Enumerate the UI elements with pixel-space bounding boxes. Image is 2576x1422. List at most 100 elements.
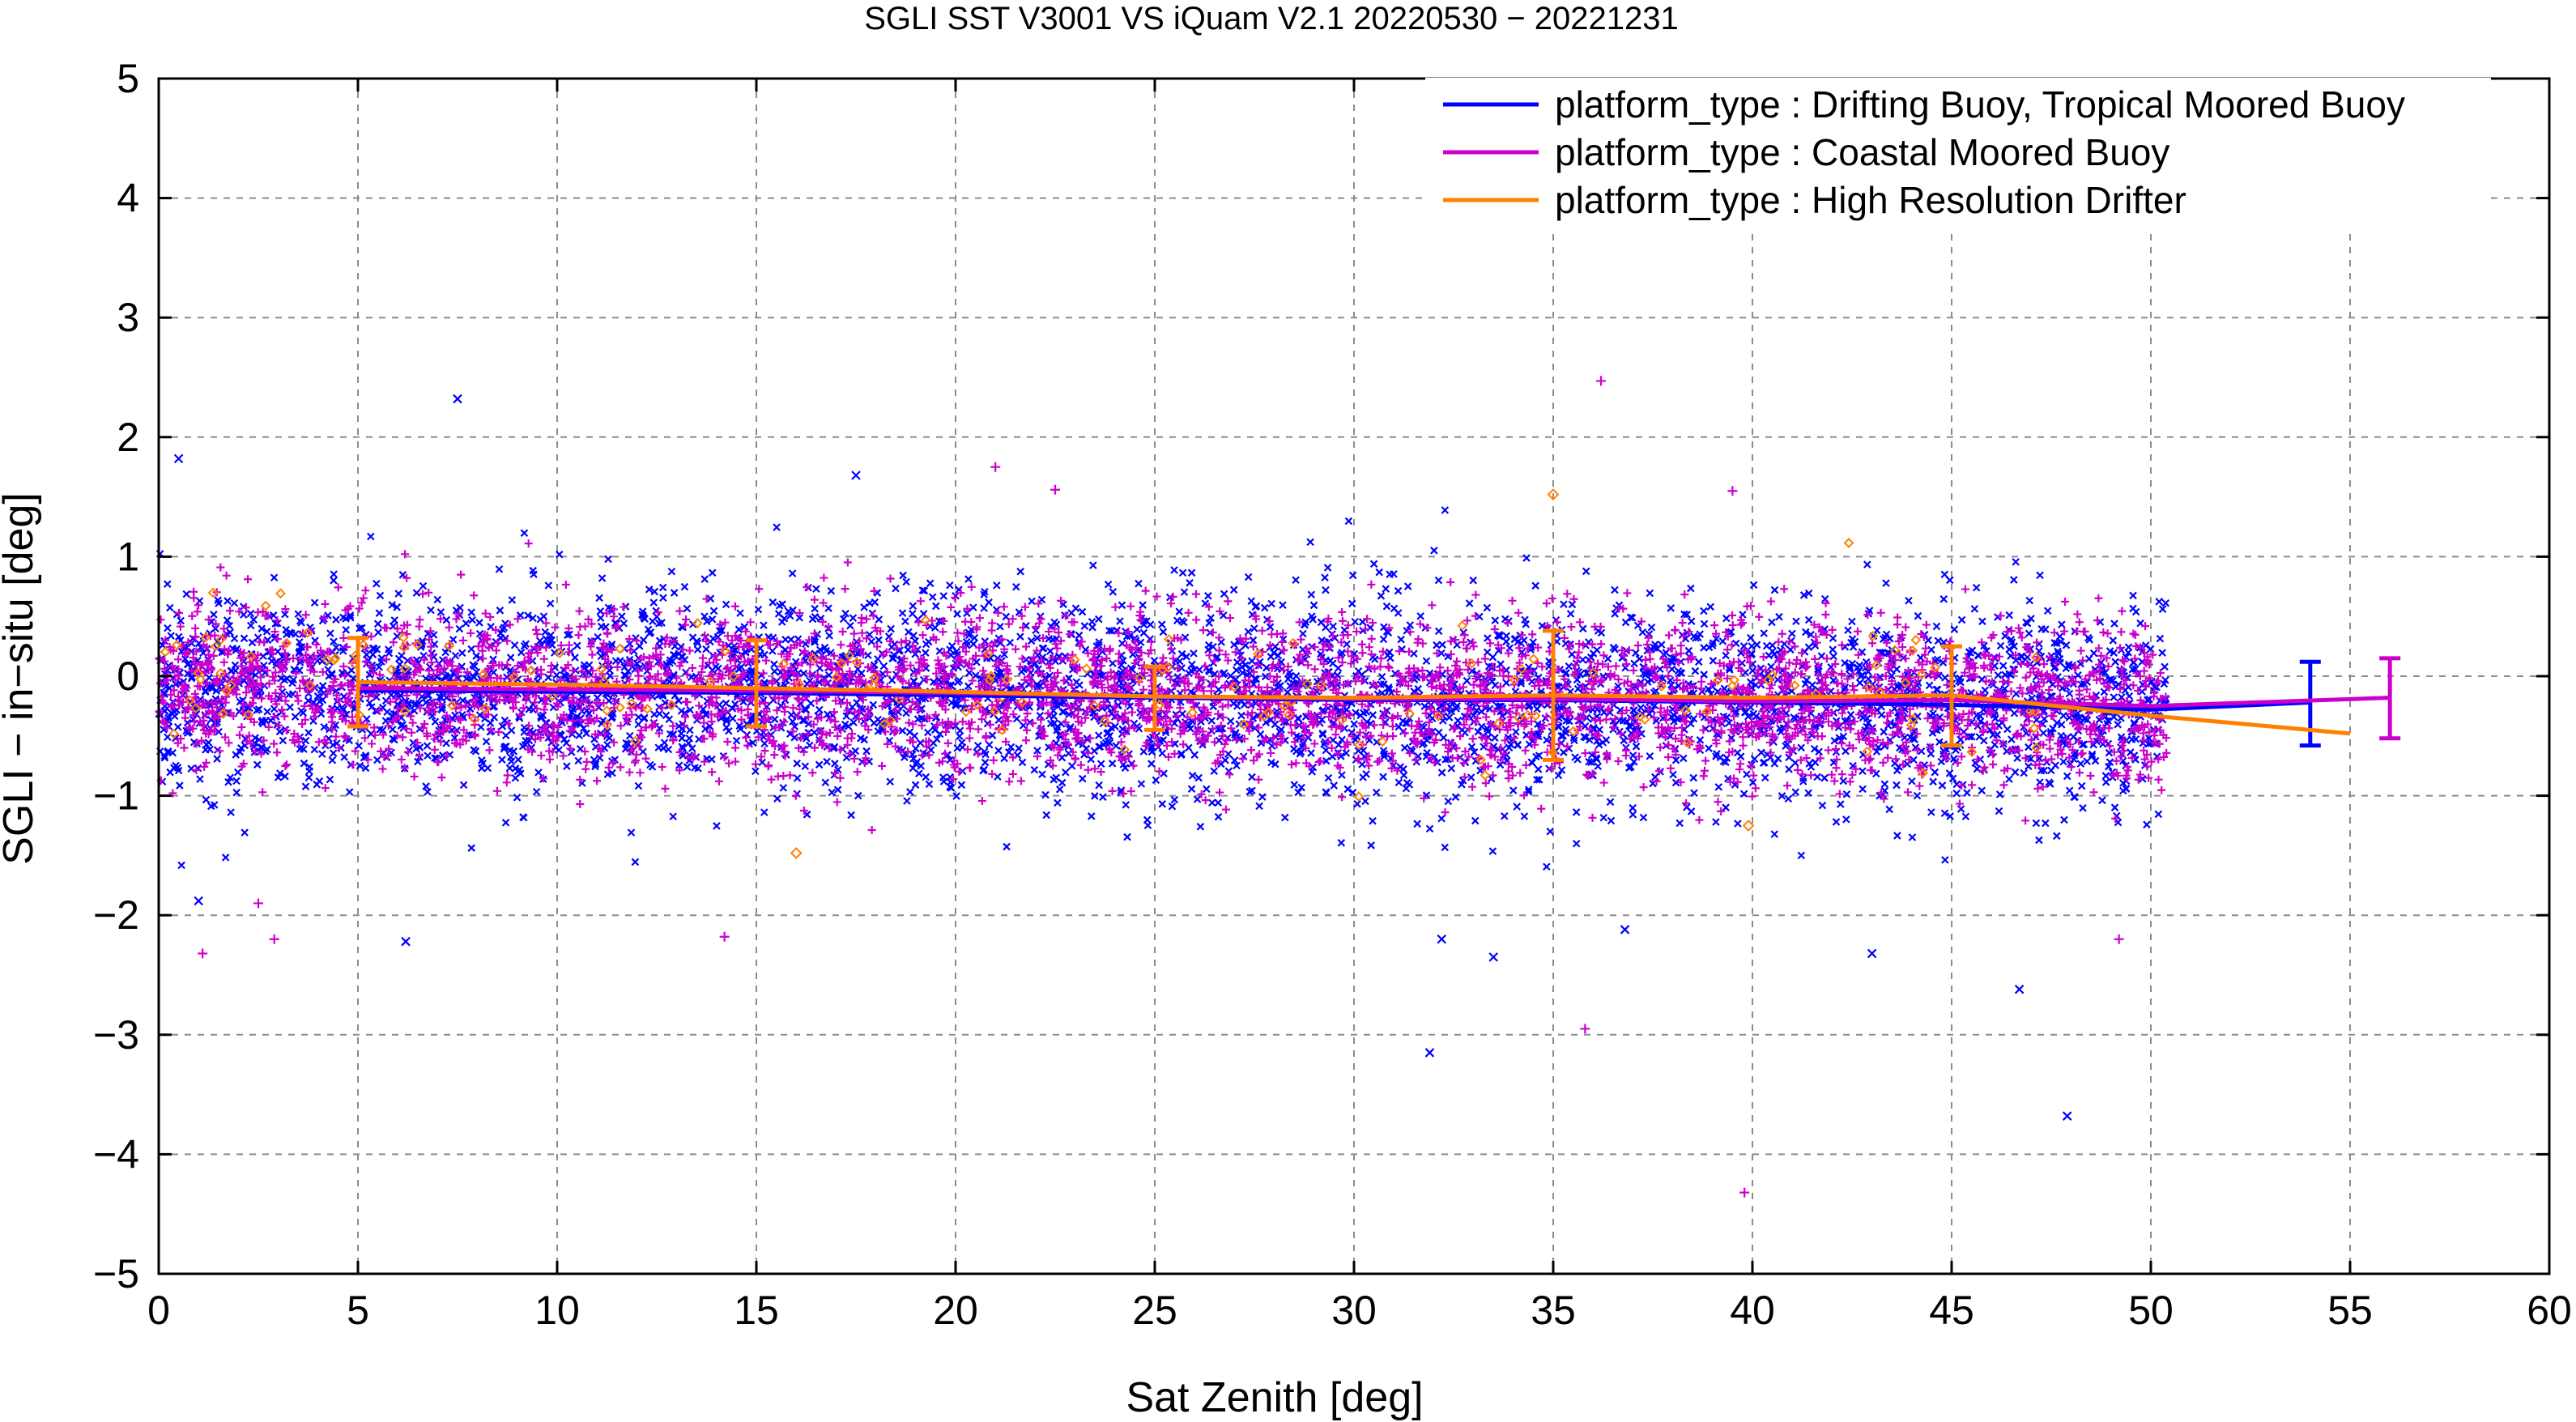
data-point: [1607, 816, 1616, 825]
data-point: [947, 651, 956, 659]
data-point: [326, 775, 334, 784]
data-point: [625, 731, 634, 740]
data-point: [2020, 768, 2028, 777]
data-point: [1739, 790, 1748, 798]
data-point: [1324, 773, 1333, 782]
data-point: [1342, 749, 1351, 757]
data-point: [2158, 649, 2166, 657]
data-point: [1799, 777, 1807, 786]
data-point: [1279, 601, 1287, 610]
data-point: [1863, 560, 1871, 568]
data-point: [1554, 771, 1563, 780]
data-point: [496, 607, 505, 615]
data-point: [1330, 781, 1338, 790]
data-point: [902, 577, 910, 586]
data-point: [1859, 767, 1867, 776]
data-point: [164, 624, 172, 632]
data-point: [1683, 611, 1691, 619]
data-point: [1201, 599, 1210, 607]
data-point: [915, 769, 923, 777]
data-point: [1284, 688, 1292, 696]
data-point: [683, 763, 692, 771]
data-point: [1632, 649, 1640, 658]
data-point: [1628, 613, 1637, 622]
data-point: [1797, 743, 1805, 752]
data-point: [1874, 743, 1883, 751]
data-point: [770, 715, 779, 724]
data-point: [1747, 633, 1755, 642]
data-point: [1957, 615, 1966, 624]
data-point: [1611, 585, 1619, 594]
data-point: [1382, 585, 1390, 593]
data-point: [1637, 704, 1645, 712]
data-point: [1647, 623, 1656, 632]
data-point: [683, 604, 692, 613]
data-point: [377, 654, 386, 662]
data-point: [1046, 647, 1054, 655]
data-point: [1244, 628, 1253, 636]
data-point: [375, 609, 384, 617]
data-point: [367, 532, 375, 541]
data-point: [1820, 594, 1829, 603]
data-point: [1726, 666, 1734, 674]
data-point: [1524, 788, 1533, 796]
data-point: [1929, 777, 1937, 786]
data-point: [1908, 833, 1917, 841]
data-point: [1802, 628, 1810, 636]
data-point: [908, 610, 917, 618]
data-point: [394, 590, 402, 598]
data-point: [1422, 657, 1431, 666]
data-point: [1230, 756, 1239, 764]
data-point: [1465, 599, 1474, 607]
data-point: [825, 632, 833, 640]
data-point: [2025, 743, 2033, 751]
data-point: [643, 666, 651, 675]
data-point: [181, 655, 189, 663]
data-point: [1842, 815, 1850, 824]
data-point: [1353, 800, 1361, 808]
data-point: [1267, 758, 1275, 767]
data-point: [1770, 649, 1778, 658]
data-point: [436, 608, 445, 616]
data-point: [1012, 582, 1020, 591]
data-point: [2088, 750, 2097, 759]
data-point: [1734, 820, 1742, 828]
data-point: [1207, 614, 1215, 622]
data-point: [1159, 736, 1168, 744]
data-point: [1367, 841, 1375, 849]
data-point: [1470, 748, 1479, 756]
data-point: [330, 577, 338, 585]
data-point: [2050, 639, 2059, 647]
data-point: [1675, 819, 1684, 828]
data-point: [798, 716, 807, 725]
data-point: [2143, 696, 2152, 705]
data-point: [1116, 617, 1124, 625]
data-point: [573, 641, 581, 650]
data-point: [375, 662, 383, 671]
data-point: [1690, 789, 1698, 798]
data-point: [1830, 736, 1839, 745]
data-point: [1136, 638, 1145, 647]
data-point: [1350, 720, 1358, 728]
data-point: [1638, 628, 1647, 636]
data-point: [1766, 753, 1774, 762]
data-point: [1377, 592, 1386, 600]
data-point: [529, 566, 537, 575]
data-point: [1761, 773, 1769, 782]
data-point: [2101, 778, 2110, 786]
data-point: [1844, 626, 1852, 635]
data-point: [398, 571, 407, 579]
data-point: [2043, 607, 2052, 615]
data-point: [1467, 743, 1476, 751]
data-point: [445, 751, 454, 759]
data-point: [901, 617, 909, 625]
data-point: [1248, 786, 1256, 795]
data-point: [2154, 810, 2163, 819]
data-point: [1058, 708, 1067, 716]
data-point: [590, 735, 598, 743]
data-point: [1196, 823, 1205, 831]
data-point: [304, 773, 313, 781]
data-point: [163, 580, 172, 589]
data-point: [1738, 659, 1747, 667]
